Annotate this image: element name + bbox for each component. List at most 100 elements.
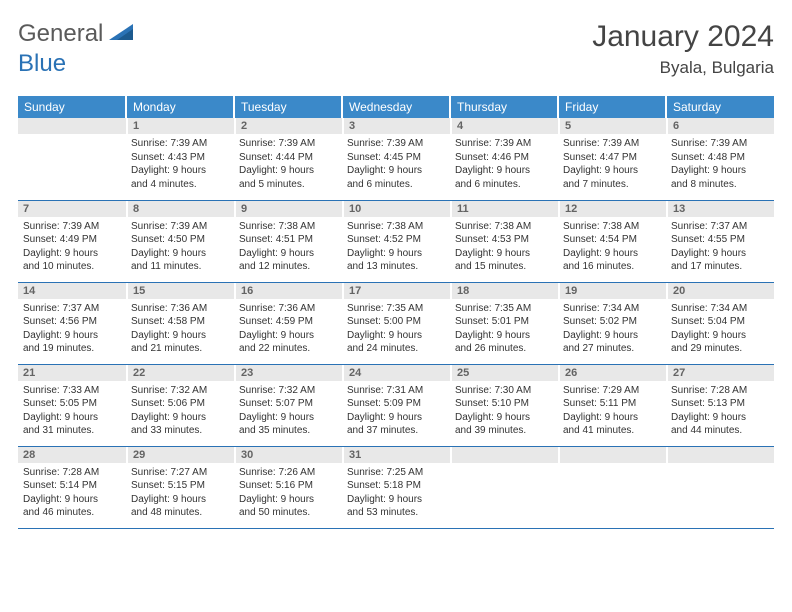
day-number: 1 xyxy=(126,118,234,134)
calendar-day-cell: 7Sunrise: 7:39 AMSunset: 4:49 PMDaylight… xyxy=(18,200,126,282)
calendar-day-cell: 15Sunrise: 7:36 AMSunset: 4:58 PMDayligh… xyxy=(126,282,234,364)
calendar-day-cell: 17Sunrise: 7:35 AMSunset: 5:00 PMDayligh… xyxy=(342,282,450,364)
day-detail: Sunrise: 7:34 AMSunset: 5:04 PMDaylight:… xyxy=(666,299,774,359)
calendar-day-cell: 26Sunrise: 7:29 AMSunset: 5:11 PMDayligh… xyxy=(558,364,666,446)
day-detail: Sunrise: 7:35 AMSunset: 5:01 PMDaylight:… xyxy=(450,299,558,359)
weekday-header: Tuesday xyxy=(234,96,342,118)
day-number: . xyxy=(666,447,774,463)
logo: General xyxy=(18,20,137,48)
calendar-day-cell: 31Sunrise: 7:25 AMSunset: 5:18 PMDayligh… xyxy=(342,446,450,528)
calendar-day-cell: 12Sunrise: 7:38 AMSunset: 4:54 PMDayligh… xyxy=(558,200,666,282)
day-detail: Sunrise: 7:29 AMSunset: 5:11 PMDaylight:… xyxy=(558,381,666,441)
calendar-empty-cell: . xyxy=(666,446,774,528)
day-number: . xyxy=(450,447,558,463)
calendar-day-cell: 6Sunrise: 7:39 AMSunset: 4:48 PMDaylight… xyxy=(666,118,774,200)
day-detail: Sunrise: 7:38 AMSunset: 4:52 PMDaylight:… xyxy=(342,217,450,277)
calendar-day-cell: 23Sunrise: 7:32 AMSunset: 5:07 PMDayligh… xyxy=(234,364,342,446)
day-detail: Sunrise: 7:39 AMSunset: 4:44 PMDaylight:… xyxy=(234,134,342,194)
calendar-day-cell: 8Sunrise: 7:39 AMSunset: 4:50 PMDaylight… xyxy=(126,200,234,282)
day-number: 25 xyxy=(450,365,558,381)
calendar-day-cell: 9Sunrise: 7:38 AMSunset: 4:51 PMDaylight… xyxy=(234,200,342,282)
calendar-week-row: .1Sunrise: 7:39 AMSunset: 4:43 PMDayligh… xyxy=(18,118,774,200)
day-detail: Sunrise: 7:30 AMSunset: 5:10 PMDaylight:… xyxy=(450,381,558,441)
day-detail: Sunrise: 7:39 AMSunset: 4:48 PMDaylight:… xyxy=(666,134,774,194)
title-block: January 2024 Byala, Bulgaria xyxy=(592,20,774,78)
calendar-day-cell: 16Sunrise: 7:36 AMSunset: 4:59 PMDayligh… xyxy=(234,282,342,364)
calendar-day-cell: 1Sunrise: 7:39 AMSunset: 4:43 PMDaylight… xyxy=(126,118,234,200)
day-number: . xyxy=(18,118,126,134)
calendar-body: .1Sunrise: 7:39 AMSunset: 4:43 PMDayligh… xyxy=(18,118,774,528)
day-detail: Sunrise: 7:26 AMSunset: 5:16 PMDaylight:… xyxy=(234,463,342,523)
day-number: 20 xyxy=(666,283,774,299)
day-detail: Sunrise: 7:25 AMSunset: 5:18 PMDaylight:… xyxy=(342,463,450,523)
day-number: 28 xyxy=(18,447,126,463)
day-detail: Sunrise: 7:39 AMSunset: 4:46 PMDaylight:… xyxy=(450,134,558,194)
calendar-day-cell: 18Sunrise: 7:35 AMSunset: 5:01 PMDayligh… xyxy=(450,282,558,364)
day-number: 11 xyxy=(450,201,558,217)
calendar-day-cell: 13Sunrise: 7:37 AMSunset: 4:55 PMDayligh… xyxy=(666,200,774,282)
calendar-week-row: 21Sunrise: 7:33 AMSunset: 5:05 PMDayligh… xyxy=(18,364,774,446)
calendar-empty-cell: . xyxy=(18,118,126,200)
calendar-day-cell: 4Sunrise: 7:39 AMSunset: 4:46 PMDaylight… xyxy=(450,118,558,200)
day-number: 10 xyxy=(342,201,450,217)
day-number: 7 xyxy=(18,201,126,217)
weekday-header: Saturday xyxy=(666,96,774,118)
day-detail: Sunrise: 7:28 AMSunset: 5:13 PMDaylight:… xyxy=(666,381,774,441)
weekday-header: Monday xyxy=(126,96,234,118)
day-detail: Sunrise: 7:38 AMSunset: 4:54 PMDaylight:… xyxy=(558,217,666,277)
day-number: 2 xyxy=(234,118,342,134)
calendar-day-cell: 27Sunrise: 7:28 AMSunset: 5:13 PMDayligh… xyxy=(666,364,774,446)
day-detail: Sunrise: 7:34 AMSunset: 5:02 PMDaylight:… xyxy=(558,299,666,359)
day-detail: Sunrise: 7:39 AMSunset: 4:43 PMDaylight:… xyxy=(126,134,234,194)
logo-text-1: General xyxy=(18,20,103,48)
month-title: January 2024 xyxy=(592,20,774,54)
weekday-header: Wednesday xyxy=(342,96,450,118)
logo-text-2: Blue xyxy=(18,50,66,77)
day-number: 22 xyxy=(126,365,234,381)
header: General January 2024 Byala, Bulgaria xyxy=(18,20,774,78)
day-detail: Sunrise: 7:28 AMSunset: 5:14 PMDaylight:… xyxy=(18,463,126,523)
day-detail: Sunrise: 7:33 AMSunset: 5:05 PMDaylight:… xyxy=(18,381,126,441)
day-number: 3 xyxy=(342,118,450,134)
day-detail: Sunrise: 7:38 AMSunset: 4:51 PMDaylight:… xyxy=(234,217,342,277)
logo-triangle-icon xyxy=(109,22,135,47)
calendar-day-cell: 11Sunrise: 7:38 AMSunset: 4:53 PMDayligh… xyxy=(450,200,558,282)
calendar-day-cell: 2Sunrise: 7:39 AMSunset: 4:44 PMDaylight… xyxy=(234,118,342,200)
calendar-day-cell: 14Sunrise: 7:37 AMSunset: 4:56 PMDayligh… xyxy=(18,282,126,364)
day-detail: Sunrise: 7:32 AMSunset: 5:07 PMDaylight:… xyxy=(234,381,342,441)
weekday-header: Friday xyxy=(558,96,666,118)
day-number: 18 xyxy=(450,283,558,299)
calendar-empty-cell: . xyxy=(558,446,666,528)
calendar-day-cell: 25Sunrise: 7:30 AMSunset: 5:10 PMDayligh… xyxy=(450,364,558,446)
day-number: 19 xyxy=(558,283,666,299)
day-detail: Sunrise: 7:32 AMSunset: 5:06 PMDaylight:… xyxy=(126,381,234,441)
calendar-day-cell: 3Sunrise: 7:39 AMSunset: 4:45 PMDaylight… xyxy=(342,118,450,200)
day-number: . xyxy=(558,447,666,463)
day-number: 12 xyxy=(558,201,666,217)
weekday-header: Thursday xyxy=(450,96,558,118)
day-detail: Sunrise: 7:39 AMSunset: 4:45 PMDaylight:… xyxy=(342,134,450,194)
calendar-empty-cell: . xyxy=(450,446,558,528)
day-detail: Sunrise: 7:37 AMSunset: 4:56 PMDaylight:… xyxy=(18,299,126,359)
day-number: 13 xyxy=(666,201,774,217)
day-detail: Sunrise: 7:36 AMSunset: 4:58 PMDaylight:… xyxy=(126,299,234,359)
day-number: 6 xyxy=(666,118,774,134)
day-number: 15 xyxy=(126,283,234,299)
day-detail: Sunrise: 7:36 AMSunset: 4:59 PMDaylight:… xyxy=(234,299,342,359)
day-detail: Sunrise: 7:27 AMSunset: 5:15 PMDaylight:… xyxy=(126,463,234,523)
day-number: 31 xyxy=(342,447,450,463)
day-number: 23 xyxy=(234,365,342,381)
day-detail: Sunrise: 7:39 AMSunset: 4:50 PMDaylight:… xyxy=(126,217,234,277)
day-number: 8 xyxy=(126,201,234,217)
day-number: 29 xyxy=(126,447,234,463)
calendar-day-cell: 19Sunrise: 7:34 AMSunset: 5:02 PMDayligh… xyxy=(558,282,666,364)
calendar-day-cell: 28Sunrise: 7:28 AMSunset: 5:14 PMDayligh… xyxy=(18,446,126,528)
day-number: 9 xyxy=(234,201,342,217)
day-detail: Sunrise: 7:39 AMSunset: 4:49 PMDaylight:… xyxy=(18,217,126,277)
day-number: 24 xyxy=(342,365,450,381)
calendar-day-cell: 10Sunrise: 7:38 AMSunset: 4:52 PMDayligh… xyxy=(342,200,450,282)
day-detail: Sunrise: 7:38 AMSunset: 4:53 PMDaylight:… xyxy=(450,217,558,277)
weekday-header: Sunday xyxy=(18,96,126,118)
calendar-week-row: 28Sunrise: 7:28 AMSunset: 5:14 PMDayligh… xyxy=(18,446,774,528)
day-number: 30 xyxy=(234,447,342,463)
